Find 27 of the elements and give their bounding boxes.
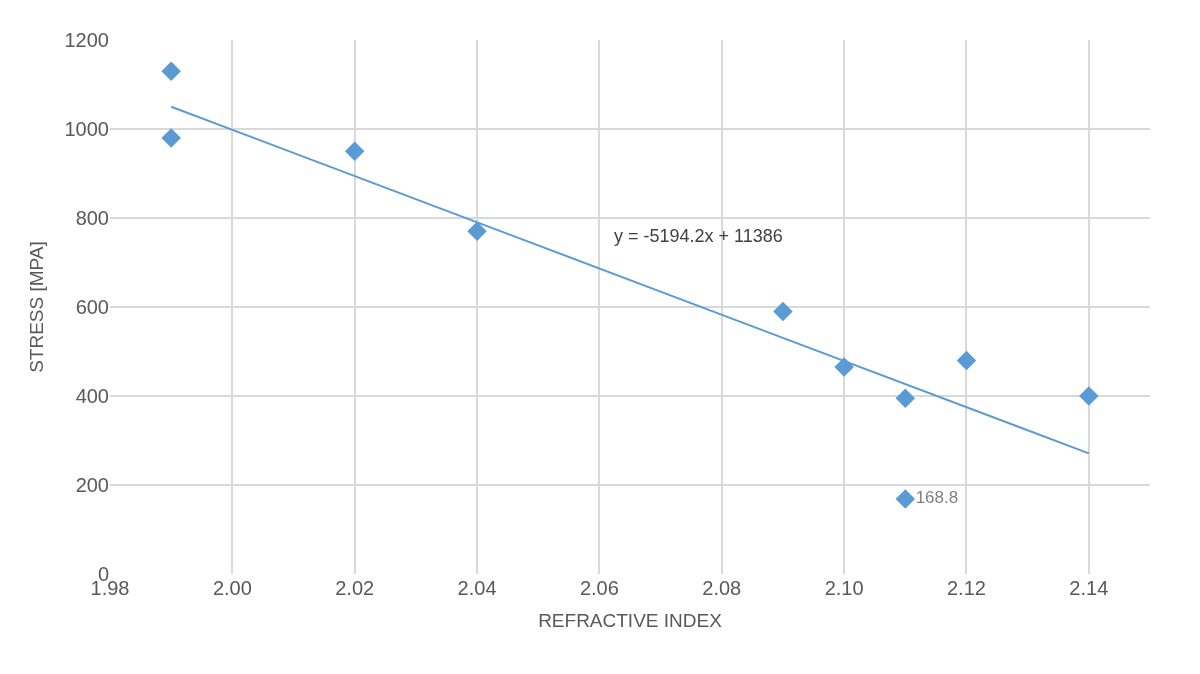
x-tick-label: 2.04 [457,577,497,599]
point [895,489,916,509]
y-tick-label: 200 [75,474,109,496]
annotation: y = -5194.2x + 11386 [614,226,783,246]
point [161,128,181,148]
x-tick-label: 2.06 [579,577,619,599]
x-tick-label: 2.14 [1069,577,1109,599]
x-tick-label: 2.12 [947,577,986,599]
point [344,141,365,161]
y-tick-label: 600 [75,296,109,318]
x-tick-label: 2.00 [212,577,252,599]
y-tick-label: 800 [75,207,109,229]
x-tick-label: 2.08 [702,577,742,599]
y-tick-label: 1200 [64,29,109,51]
y-axis-title: STRESS [MPA] [26,241,48,373]
point [467,221,487,242]
x-tick-label: 2.10 [824,577,864,599]
point [1079,386,1099,406]
y-tick-label: 1000 [64,118,109,140]
y-tick-label: 400 [75,385,109,407]
data-label: 168.8 [915,488,959,508]
x-axis-title: REFRACTIVE INDEX [538,609,723,631]
point [895,388,916,408]
x-tick-label: 2.02 [335,577,375,599]
point [956,350,977,371]
point [161,61,181,81]
point [773,301,793,322]
